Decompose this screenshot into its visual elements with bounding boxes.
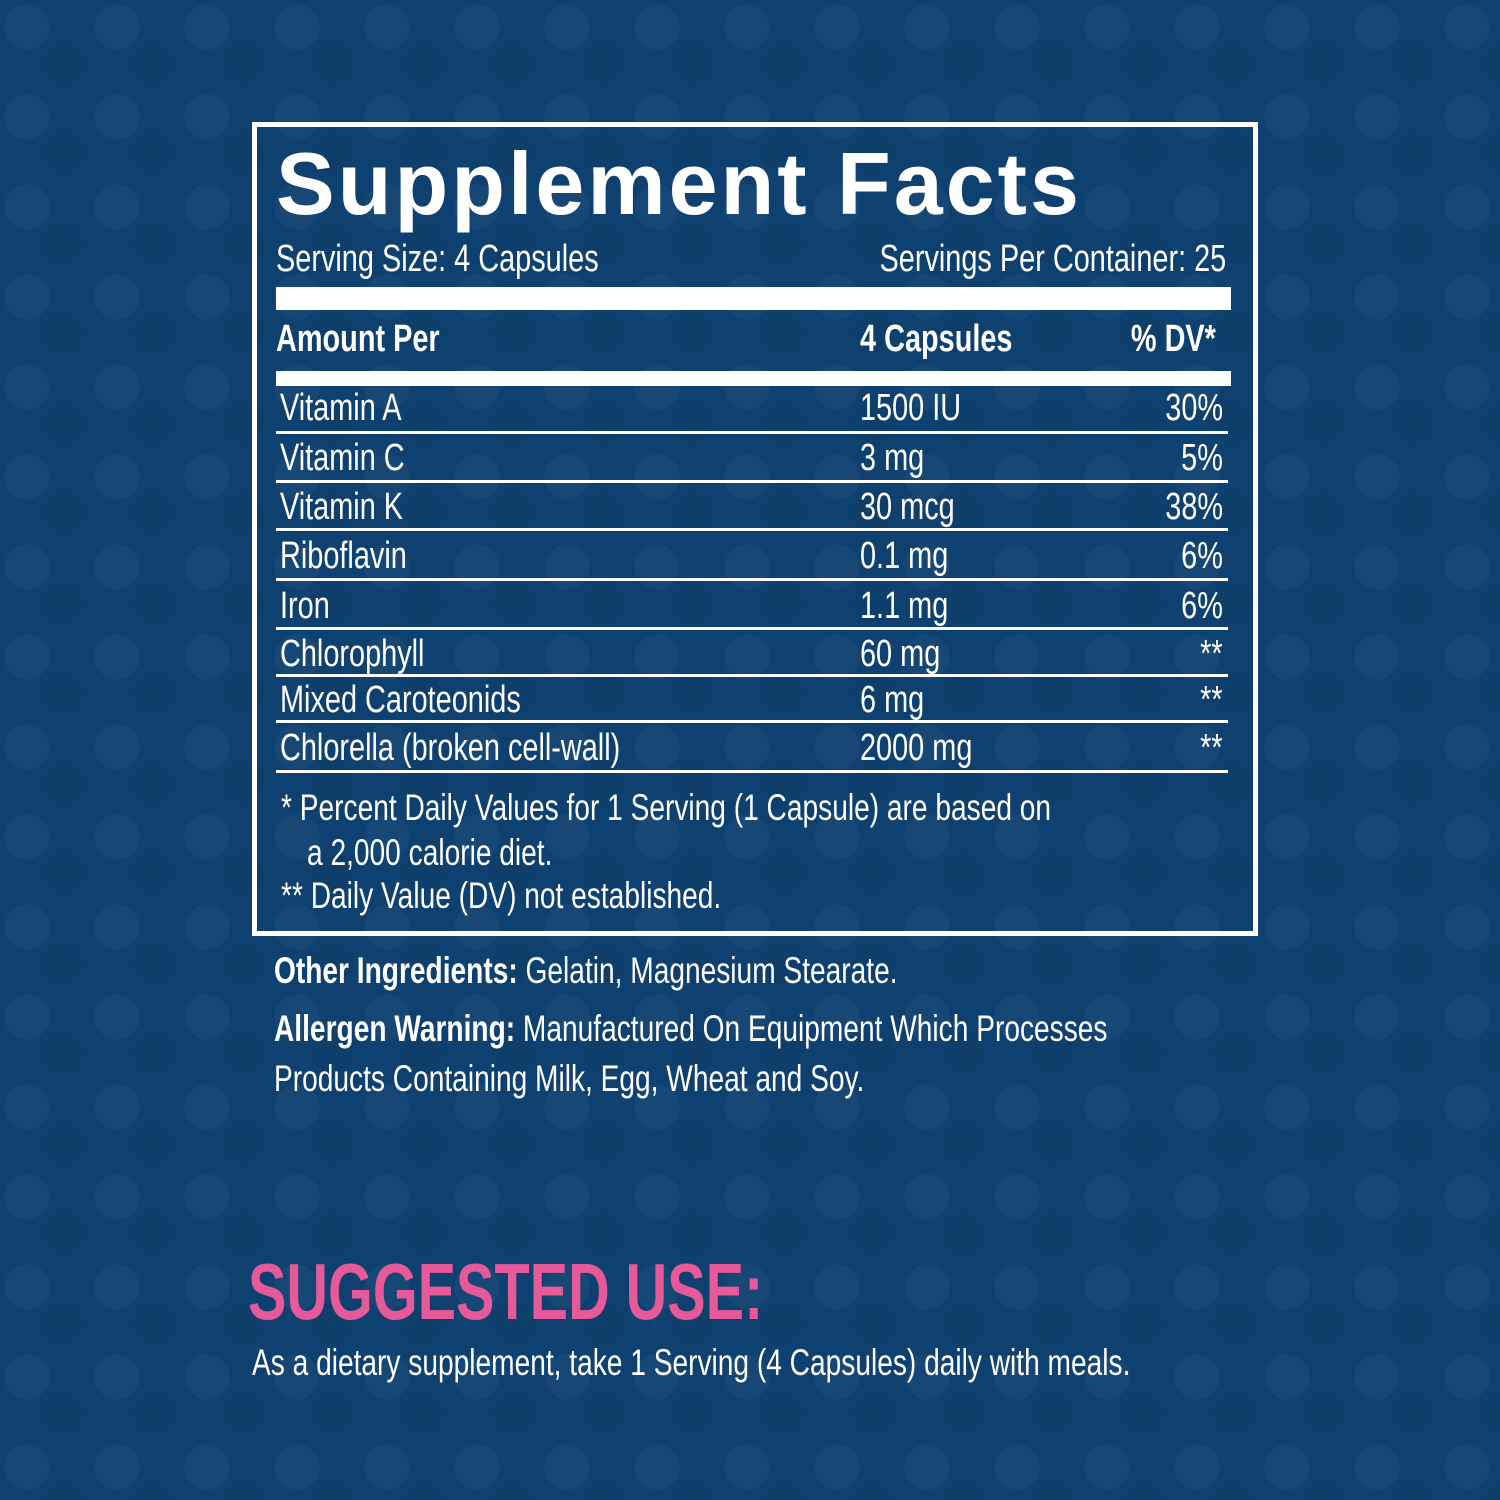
servings-per-container: Servings Per Container: 25 (879, 238, 1226, 280)
nutrient-amount: 3 mg (860, 437, 925, 479)
nutrient-name: Mixed Caroteonids (280, 679, 521, 721)
allergen-text-cont: Products Containing Milk, Egg, Wheat and… (274, 1058, 865, 1099)
nutrient-dv: 30% (1165, 387, 1223, 429)
nutrient-dv: ** (1200, 633, 1223, 675)
nutrient-dv: ** (1200, 727, 1223, 769)
row-divider (276, 674, 1228, 677)
row-divider (276, 720, 1228, 723)
nutrient-amount: 30 mcg (860, 486, 955, 528)
thick-divider (276, 287, 1231, 310)
nutrient-name: Vitamin C (280, 437, 405, 479)
header-amount-per: Amount Per (276, 318, 440, 360)
row-divider (276, 431, 1228, 434)
nutrient-dv: 6% (1181, 585, 1223, 627)
supplement-facts-panel (252, 122, 1258, 936)
allergen-label: Allergen Warning: (274, 1008, 516, 1049)
nutrient-name: Vitamin A (280, 387, 402, 429)
other-ingredients-text: Gelatin, Magnesium Stearate. (525, 950, 898, 991)
allergen-text: Manufactured On Equipment Which Processe… (522, 1008, 1108, 1049)
medium-divider (276, 371, 1231, 386)
nutrient-dv: 6% (1181, 535, 1223, 577)
nutrient-amount: 2000 mg (860, 727, 973, 769)
footnote-dv-cont: a 2,000 calorie diet. (307, 832, 553, 873)
suggested-use-text: As a dietary supplement, take 1 Serving … (252, 1342, 1131, 1383)
nutrient-amount: 1500 IU (860, 387, 962, 429)
nutrient-amount: 0.1 mg (860, 535, 949, 577)
panel-title: Supplement Facts (276, 134, 1082, 233)
other-ingredients: Other Ingredients: Gelatin, Magnesium St… (274, 952, 898, 989)
nutrient-amount: 1.1 mg (860, 585, 949, 627)
allergen-warning: Allergen Warning: Manufactured On Equipm… (274, 1010, 1107, 1047)
row-divider (276, 578, 1228, 581)
nutrient-amount: 60 mg (860, 633, 941, 675)
nutrient-dv: ** (1200, 679, 1223, 721)
footnote-dv: * Percent Daily Values for 1 Serving (1 … (281, 787, 1052, 828)
nutrient-amount: 6 mg (860, 679, 925, 721)
row-divider (276, 528, 1228, 531)
row-divider (276, 627, 1228, 630)
nutrient-name: Chlorella (broken cell-wall) (280, 727, 621, 769)
footnote-not-established: ** Daily Value (DV) not established. (281, 875, 722, 916)
serving-size: Serving Size: 4 Capsules (276, 238, 599, 280)
row-divider (276, 770, 1228, 773)
nutrient-name: Riboflavin (280, 535, 407, 577)
row-divider (276, 480, 1228, 483)
nutrient-name: Chlorophyll (280, 633, 425, 675)
nutrient-dv: 38% (1165, 486, 1223, 528)
header-amount-col: 4 Capsules (860, 318, 1013, 360)
nutrient-dv: 5% (1181, 437, 1223, 479)
nutrient-name: Vitamin K (280, 486, 404, 528)
suggested-use-heading: SUGGESTED USE: (248, 1247, 764, 1336)
header-dv-col: % DV* (1130, 318, 1216, 360)
other-ingredients-label: Other Ingredients: (274, 950, 518, 991)
nutrient-name: Iron (280, 585, 330, 627)
